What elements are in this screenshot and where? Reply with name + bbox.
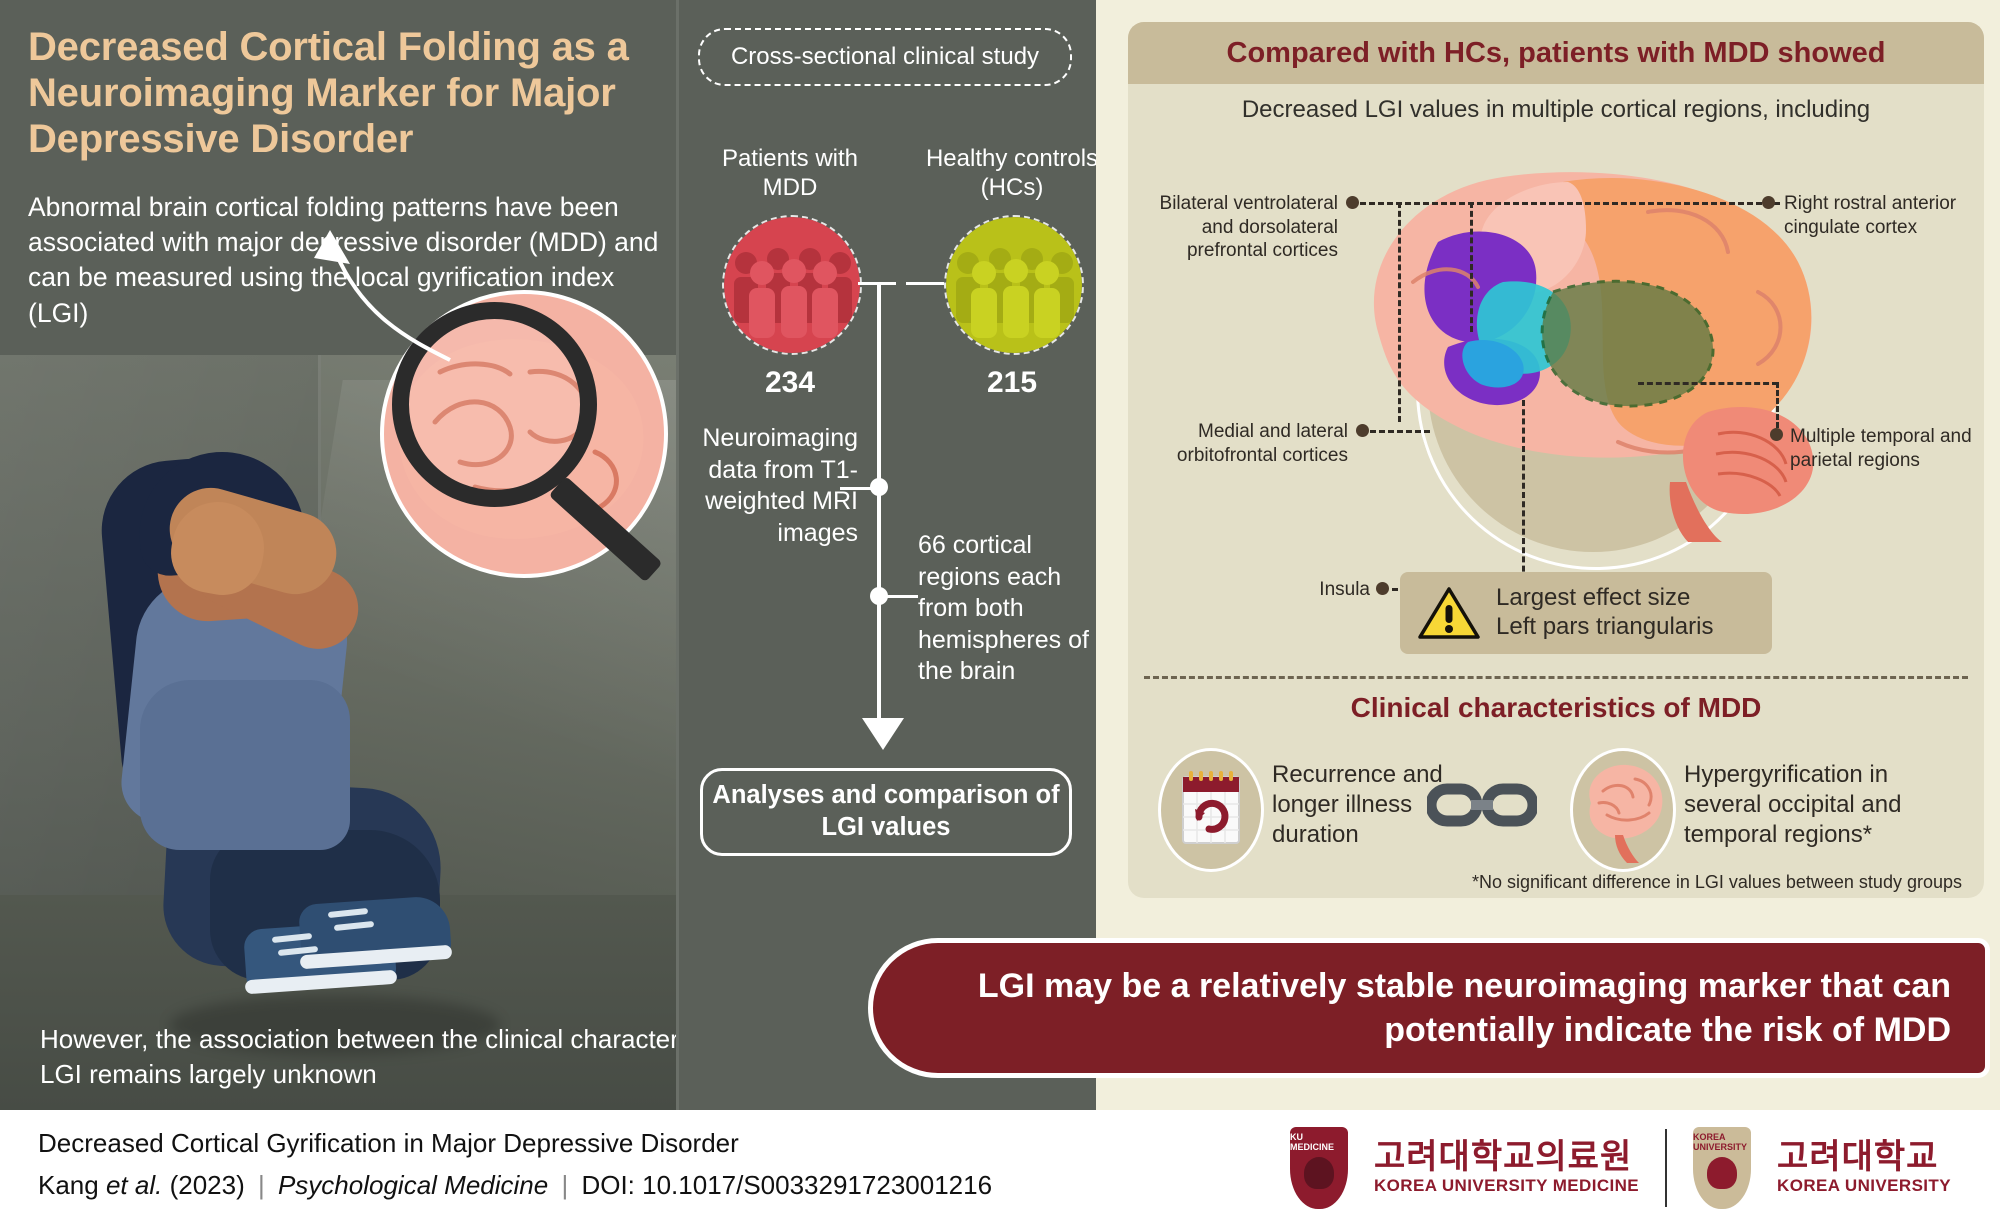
warning-triangle-icon	[1418, 587, 1480, 639]
brain-label-dot-insula	[1376, 582, 1389, 595]
clinical-footnote: *No significant difference in LGI values…	[1472, 872, 1962, 892]
clinical-item-1-text: Recurrence and longer illness duration	[1272, 761, 1443, 848]
group-label-hc: Healthy controls (HCs)	[925, 145, 1099, 201]
brain-label-dot-cingulate	[1762, 196, 1775, 209]
brain-leader-prefrontal-v2	[1470, 202, 1473, 332]
ku-medicine-shield-logo: KU MEDICINE	[1290, 1127, 1348, 1209]
section-separator	[1144, 676, 1968, 679]
brain-leader-insula-v	[1522, 400, 1525, 590]
ku-medicine-badge-text: KU MEDICINE	[1290, 1132, 1335, 1152]
flow-column-divider	[676, 0, 679, 1110]
flow-spine	[877, 282, 881, 722]
calendar-icon-frame	[1158, 748, 1264, 872]
footer-sep-2: |	[561, 1170, 569, 1200]
brain-leader-temporal	[1638, 382, 1778, 385]
ku-korean: 고려대학교	[1777, 1138, 1939, 1177]
conclusion-banner: LGI may be a relatively stable neuroimag…	[868, 938, 1990, 1078]
flow-arrow-down	[862, 718, 904, 750]
brain-diagram-area	[1128, 132, 1984, 617]
flow-branch-regions	[878, 595, 918, 598]
findings-subheader: Decreased LGI values in multiple cortica…	[1241, 96, 1871, 123]
group-count-hc: 215	[986, 366, 1038, 399]
flow-column	[676, 0, 1096, 1110]
findings-card: Compared with HCs, patients with MDD sho…	[1128, 22, 1984, 898]
clinical-section-title: Clinical characteristics of MDD	[1350, 692, 1762, 723]
brain-label-insula: Insula	[1319, 579, 1370, 600]
brain-leader-temporal-v	[1776, 382, 1779, 428]
footer-logos: KU MEDICINE 고려대학교의료원 KOREA UNIVERSITY ME…	[1290, 1118, 1980, 1218]
findings-card-header: Compared with HCs, patients with MDD sho…	[1128, 22, 1984, 84]
ku-medicine-logotype: 고려대학교의료원 KOREA UNIVERSITY MEDICINE	[1374, 1138, 1640, 1196]
pointer-arrow	[314, 230, 451, 362]
findings-header-text: Compared with HCs, patients with MDD sho…	[1226, 36, 1886, 69]
ku-badge-text: KOREA UNIVERSITY	[1693, 1132, 1748, 1152]
flow-node-imaging	[870, 478, 888, 496]
tiger-icon-2	[1707, 1156, 1738, 1189]
flow-step-regions: 66 cortical regions each from both hemis…	[918, 531, 1089, 685]
brain-label-dot-temporal	[1770, 428, 1783, 441]
analysis-outcome-box: Analyses and comparison of LGI values	[700, 768, 1072, 856]
flow-branch-imaging	[840, 487, 880, 490]
brain-label-dot-orbitofrontal	[1356, 424, 1369, 437]
largest-effect-warning-box: Largest effect size Left pars triangular…	[1400, 572, 1772, 654]
logo-divider	[1665, 1129, 1668, 1207]
brain-label-prefrontal: Bilateral ventrolateral and dorsolateral…	[1159, 193, 1338, 262]
brain-label-cingulate: Right rostral anterior cingulate cortex	[1784, 193, 1957, 238]
brain-leader-orbitofrontal	[1370, 430, 1430, 433]
conclusion-text: LGI may be a relatively stable neuroimag…	[977, 966, 1951, 1049]
ku-medicine-english: KOREA UNIVERSITY MEDICINE	[1374, 1175, 1640, 1195]
flow-node-regions	[870, 587, 888, 605]
warning-line-1: Largest effect size	[1496, 584, 1691, 612]
chain-link-icon	[1427, 783, 1537, 827]
footer-journal: Psychological Medicine	[277, 1170, 549, 1200]
brain-leader-prefrontal-v	[1398, 202, 1401, 422]
brain-icon	[1589, 764, 1663, 863]
warning-text: Largest effect size Left pars triangular…	[1496, 584, 1713, 642]
brain-leader-prefrontal	[1360, 202, 1780, 205]
footer-sep-1: |	[257, 1170, 265, 1200]
footer-authors: Kang	[38, 1170, 99, 1200]
brain-label-temporal-parietal: Multiple temporal and parietal regions	[1790, 426, 1972, 471]
footer-doi: DOI: 10.1017/S0033291723001216	[581, 1170, 993, 1200]
page-title: Decreased Cortical Folding as a Neuroima…	[28, 25, 629, 161]
flow-connector-right	[906, 282, 944, 285]
calendar-recurrence-icon	[1182, 771, 1240, 844]
seated-person-illustration	[60, 430, 500, 1110]
brain-label-orbitofrontal: Medial and lateral orbitofrontal cortice…	[1176, 421, 1348, 466]
group-label-mdd: Patients with MDD	[721, 145, 859, 201]
brain-icon-frame	[1570, 748, 1676, 872]
magnifier-brain-icon	[370, 280, 700, 610]
tiger-icon	[1304, 1156, 1334, 1189]
group-count-mdd: 234	[764, 366, 816, 399]
warning-line-2: Left pars triangularis	[1496, 613, 1714, 640]
study-type-pill: Cross-sectional clinical study	[698, 28, 1072, 86]
ku-medicine-korean: 고려대학교의료원	[1374, 1138, 1633, 1177]
flow-step-imaging: Neuroimaging data from T1-weighted MRI i…	[702, 424, 858, 547]
group-circle-hc	[944, 215, 1084, 355]
footer-paper-title: Decreased Cortical Gyrification in Major…	[38, 1128, 739, 1158]
page-subtitle: Abnormal brain cortical folding patterns…	[28, 192, 659, 328]
left-bottom-note: However, the association between the cli…	[40, 1024, 883, 1090]
footer-etal: et al.	[105, 1170, 163, 1200]
footer-citation: Kang et al. (2023) | Psychological Medic…	[38, 1170, 992, 1201]
korea-university-logotype: 고려대학교 KOREA UNIVERSITY	[1777, 1138, 1951, 1196]
clinical-item-2-text: Hypergyrification in several occipital a…	[1684, 761, 1902, 848]
ku-english: KOREA UNIVERSITY	[1777, 1175, 1951, 1195]
brain-lateral-view-icon	[1373, 172, 1814, 542]
group-circle-mdd	[722, 215, 862, 355]
brain-label-dot-prefrontal	[1346, 196, 1359, 209]
korea-university-shield-logo: KOREA UNIVERSITY	[1693, 1127, 1752, 1209]
footer-year: (2023)	[169, 1170, 245, 1200]
